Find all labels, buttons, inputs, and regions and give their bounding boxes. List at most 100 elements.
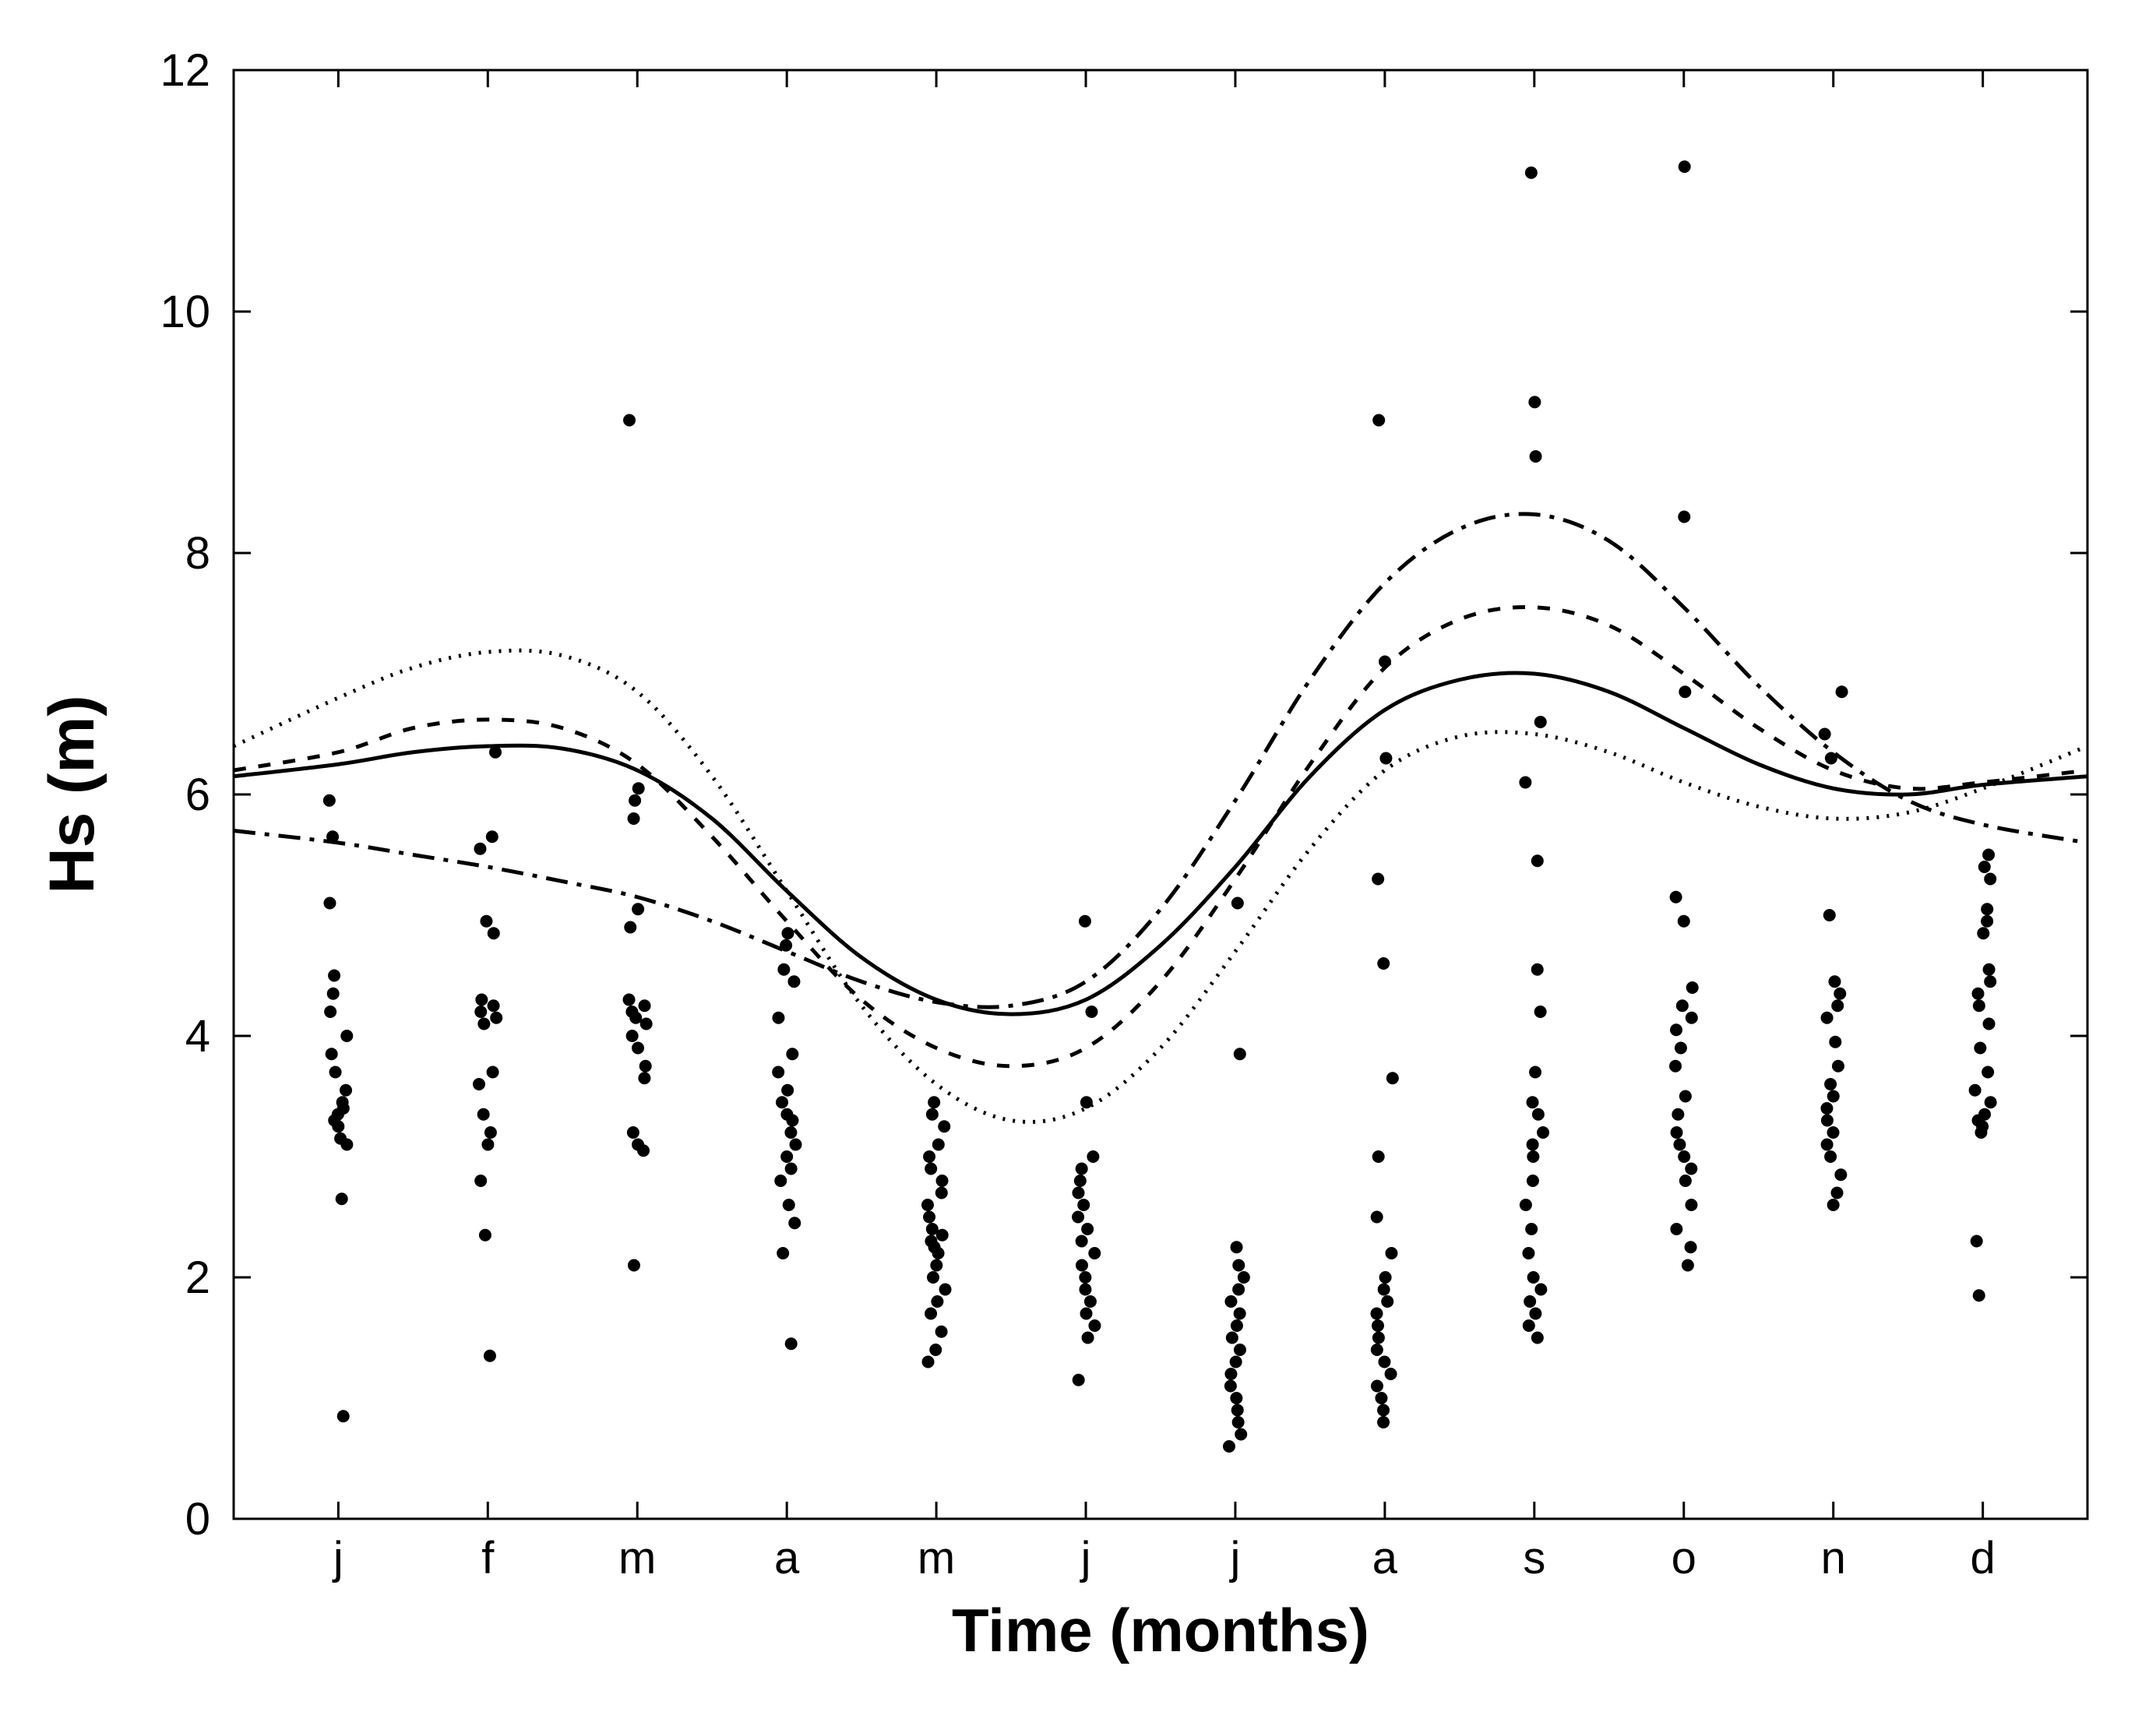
scatter-point [1527, 1150, 1539, 1163]
scatter-point [1981, 915, 1993, 928]
scatter-point [1371, 1380, 1383, 1393]
scatter-point [1232, 1416, 1245, 1428]
scatter-point [1230, 1392, 1242, 1404]
x-tick-label: a [774, 1533, 800, 1583]
scatter-point [474, 1175, 487, 1187]
scatter-point [1520, 1199, 1532, 1211]
scatter-point [1984, 975, 1996, 988]
scatter-point [780, 1150, 793, 1163]
scatter-point [1827, 1126, 1840, 1139]
scatter-point [1821, 1139, 1834, 1151]
scatter-point [328, 970, 340, 982]
scatter-point [1076, 1259, 1088, 1272]
scatter-point [1079, 1271, 1091, 1284]
scatter-point [629, 1012, 642, 1024]
scatter-point [1087, 1150, 1099, 1163]
x-tick-label: j [1229, 1533, 1241, 1583]
x-ticks: jfmamjjasond [332, 70, 1996, 1583]
scatter-point [1234, 1048, 1246, 1060]
scatter-point [789, 1139, 801, 1151]
y-tick-label: 12 [160, 45, 210, 96]
scatter-point [1085, 1006, 1097, 1018]
dashdot-line [234, 514, 2087, 1007]
scatter-point [484, 1350, 496, 1362]
scatter-point [1531, 854, 1544, 867]
scatter-point [477, 1108, 490, 1121]
scatter-point [1531, 1332, 1544, 1344]
scatter-point [1231, 1404, 1244, 1417]
scatter-point [1982, 1066, 1994, 1079]
scatter-point [1235, 1428, 1247, 1441]
scatter-point [1372, 1332, 1385, 1344]
scatter-point [1525, 1223, 1538, 1235]
scatter-point [340, 1084, 352, 1097]
scatter-point [632, 782, 645, 794]
scatter-point [1823, 909, 1836, 921]
scatter-point [488, 927, 500, 939]
scatter-point [931, 1295, 943, 1308]
scatter-point [1974, 1042, 1986, 1055]
scatter-point [1231, 1319, 1243, 1332]
scatter-point [787, 975, 800, 988]
scatter-point [1381, 1295, 1393, 1308]
scatter-point [1379, 656, 1391, 668]
scatter-point [1685, 1241, 1697, 1253]
scatter-point [1670, 891, 1682, 903]
scatter-point [1525, 167, 1538, 179]
x-tick-label: n [1821, 1533, 1846, 1583]
scatter-point [1231, 1241, 1243, 1253]
scatter-point [1378, 1284, 1390, 1296]
scatter-point [488, 999, 500, 1012]
scatter-point [1537, 1126, 1549, 1139]
x-tick-label: s [1523, 1533, 1545, 1583]
scatter-point [777, 1247, 789, 1259]
scatter-point [1082, 1332, 1094, 1344]
scatter-point [326, 1048, 338, 1060]
scatter-point [1821, 1115, 1834, 1127]
scatter-point [1676, 999, 1689, 1012]
scatter-point [627, 1126, 639, 1139]
scatter-point [1088, 1247, 1101, 1259]
scatter-point [1530, 450, 1542, 463]
scatter-point [1827, 1199, 1840, 1211]
scatter-point [1836, 685, 1848, 698]
scatter-point [637, 1144, 650, 1157]
scatter-point [1377, 1416, 1390, 1428]
scatter-point [1527, 1096, 1539, 1108]
scatter-point [475, 994, 488, 1006]
scatter-group [323, 160, 1997, 1453]
scatter-point [632, 1042, 644, 1055]
scatter-point [923, 1150, 935, 1163]
scatter-point [923, 1211, 935, 1224]
scatter-point [1076, 1163, 1088, 1175]
scatter-point [935, 1326, 948, 1338]
y-tick-label: 0 [185, 1494, 210, 1545]
scatter-point [1673, 1139, 1686, 1151]
scatter-point [332, 1120, 344, 1132]
scatter-point [486, 830, 498, 843]
scatter-point [1825, 752, 1837, 765]
scatter-point [1669, 1060, 1682, 1073]
scatter-point [1679, 1175, 1692, 1187]
scatter-point [1531, 963, 1544, 976]
scatter-point [474, 1006, 487, 1018]
scatter-point [936, 1175, 949, 1187]
scatter-point [782, 927, 794, 939]
hs-vs-months-chart: jfmamjjasond 024681012 Time (months) Hs … [0, 0, 2156, 1733]
dashed-line [234, 608, 2087, 1066]
scatter-point [786, 1115, 798, 1127]
scatter-point [925, 1308, 937, 1320]
scatter-point [1224, 1380, 1237, 1393]
scatter-point [1831, 999, 1844, 1012]
scatter-point [1820, 1102, 1833, 1115]
scatter-point [1231, 897, 1244, 910]
scatter-point [1385, 1247, 1397, 1259]
scatter-point [925, 1163, 937, 1175]
scatter-point [936, 1229, 949, 1242]
scatter-point [1529, 1308, 1541, 1320]
scatter-point [1829, 1036, 1841, 1048]
scatter-point [1519, 777, 1531, 789]
x-tick-label: m [618, 1533, 656, 1583]
x-tick-label: j [1080, 1533, 1091, 1583]
scatter-point [1985, 1096, 1997, 1108]
